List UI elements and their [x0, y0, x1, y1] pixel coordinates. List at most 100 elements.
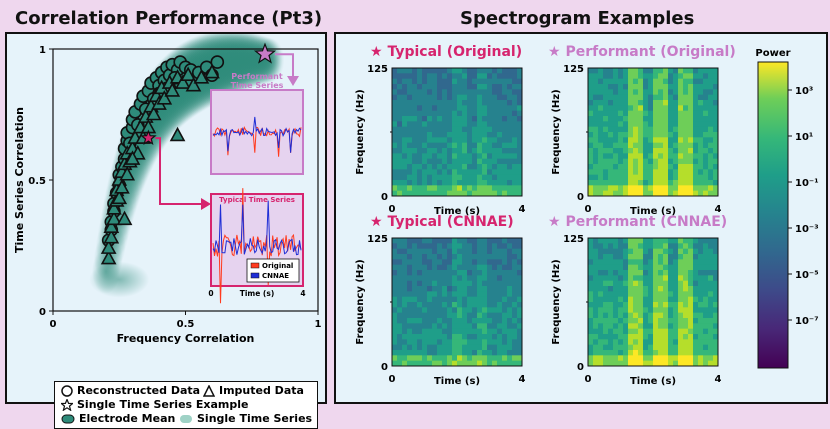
spec-title-performant-original: ★ Performant (Original) — [548, 44, 736, 60]
spec-x-axis-label: Time (s) — [630, 376, 676, 387]
colorbar-tick-label: 10⁻¹ — [795, 178, 819, 189]
colorbar-tick-label: 10⁻³ — [795, 224, 819, 235]
spectrogram-typical-cnnae: 125 00 4 Time (s) Frequency (Hz) — [355, 234, 526, 387]
spec-x-axis-label: Time (s) — [434, 376, 480, 387]
imputed-point — [175, 74, 191, 89]
performant-inset-cnnae-line — [212, 116, 302, 153]
inset-legend-original: Original — [262, 262, 293, 270]
imputed-point — [100, 249, 117, 265]
typical-inset-original-line — [212, 188, 302, 304]
spec-x-tick-label: 4 — [519, 374, 526, 385]
inset-time-label: Time (s) — [240, 289, 275, 298]
colorbar-gradient — [757, 61, 789, 369]
spec-y-axis-label: Frequency (Hz) — [551, 89, 562, 174]
spec-x-tick-label: 4 — [519, 204, 526, 215]
spec-x-axis-label: Time (s) — [630, 206, 676, 217]
y-axis-label: Time Series Correlation — [13, 107, 26, 253]
spec-x-tick-label: 4 — [715, 374, 722, 385]
spec-title-typical-original: ★ Typical (Original) — [370, 44, 523, 60]
typical-star-icon: ★ — [370, 214, 383, 230]
legend-single-example: Single Time Series Example — [77, 398, 249, 411]
spectrogram-performant-cnnae: 125 00 4 Time (s) Frequency (Hz) — [551, 234, 722, 387]
imputed-point — [185, 77, 202, 92]
inset-time-tick: 4 — [300, 289, 305, 298]
imputed-point — [124, 150, 141, 165]
imputed-point — [103, 228, 120, 244]
typical-star-icon: ★ — [370, 44, 383, 60]
colorbar-tick-label: 10¹ — [795, 132, 813, 143]
triangle-marker-icon — [203, 385, 215, 397]
spec-y-tick-label: 0 — [381, 362, 388, 373]
spec-x-tick-label: 0 — [389, 374, 396, 385]
x-tick-label: 0.5 — [177, 319, 195, 330]
inset-legend-cnnae: CNNAE — [262, 272, 289, 280]
spec-title-typical-cnnae: ★ Typical (CNNAE) — [370, 214, 514, 230]
imputed-point — [156, 90, 173, 105]
imputed-point — [164, 82, 181, 97]
left-title: Correlation Performance (Pt3) — [15, 8, 323, 29]
imputed-point — [106, 210, 122, 226]
y-tick-label: 0 — [39, 307, 46, 318]
inset-legend — [246, 258, 300, 283]
y-tick-label: 1 — [39, 45, 46, 56]
legend-imputed: Imputed Data — [219, 384, 304, 397]
electrode-mean-swatch-icon — [61, 414, 75, 424]
imputed-point — [119, 166, 136, 181]
typical-inset-cnnae-line — [212, 200, 302, 256]
spec-y-tick-label: 125 — [367, 64, 388, 75]
spec-y-tick-label: 0 — [577, 192, 584, 203]
legend-reconstructed: Reconstructed Data — [77, 384, 201, 397]
star-marker-icon — [61, 399, 73, 411]
x-tick-label: 0 — [50, 319, 57, 330]
circle-marker-icon — [61, 385, 73, 397]
imputed-point — [106, 200, 122, 215]
performant-example-star — [253, 42, 277, 64]
performant-inset-title: Time Series — [231, 81, 284, 90]
inset-time-tick: 0 — [208, 289, 213, 298]
spec-y-axis-label: Frequency (Hz) — [551, 259, 562, 344]
typical-inset: Typical Time Series 0 4 Time (s) Original CNN… — [208, 188, 306, 304]
imputed-point — [169, 126, 186, 142]
correlation-chart: 0 0.5 1 0 0.5 1 Frequency Correlation Time Seri… — [13, 34, 322, 345]
typical-example-star — [140, 129, 157, 146]
scatter-legend: Reconstructed Data Imputed Data Single T… — [54, 381, 318, 429]
spectrogram-panel: 125 0 0 4 Time (s) Frequency (Hz) 125 0 0 4 Time (… — [334, 32, 828, 404]
spec-x-tick-label: 0 — [585, 374, 592, 385]
spec-y-tick-label: 125 — [563, 64, 584, 75]
x-tick-label: 1 — [315, 319, 322, 330]
right-title: Spectrogram Examples — [460, 8, 695, 29]
spectrogram-performant-original: 125 00 4 Time (s) Frequency (Hz) — [551, 64, 722, 217]
colorbar-tick-label: 10³ — [795, 86, 813, 97]
imputed-point — [100, 239, 117, 254]
cnnae-swatch — [250, 272, 260, 279]
single-series-swatch-icon — [180, 415, 192, 423]
spec-y-tick-label: 125 — [563, 234, 584, 245]
spec-x-tick-label: 0 — [389, 204, 396, 215]
spec-y-tick-label: 0 — [577, 362, 584, 373]
imputed-point — [204, 63, 220, 79]
spec-y-tick-label: 0 — [381, 192, 388, 203]
spec-title-performant-cnnae: ★ Performant (CNNAE) — [548, 214, 728, 230]
correlation-panel: 0 0.5 1 0 0.5 1 Frequency Correlation Time Seri… — [5, 32, 327, 429]
spec-x-tick-label: 4 — [715, 204, 722, 215]
y-tick-label: 0.5 — [28, 176, 46, 187]
spec-y-tick-label: 125 — [367, 234, 388, 245]
typical-connector — [155, 137, 203, 205]
legend-electrode-mean: Electrode Mean — [79, 412, 176, 425]
x-axis-label: Frequency Correlation — [117, 332, 255, 345]
imputed-point — [114, 179, 130, 194]
reconstructed-point — [210, 55, 225, 69]
spec-y-axis-label: Frequency (Hz) — [355, 259, 366, 344]
imputed-point — [111, 189, 128, 205]
original-swatch — [250, 262, 260, 269]
performant-star-icon: ★ — [548, 44, 561, 60]
colorbar-label: Power — [755, 48, 790, 59]
legend-single-series: Single Time Series — [197, 412, 313, 425]
typical-arrowhead — [201, 198, 211, 210]
imputed-point — [193, 69, 210, 84]
colorbar-tick-label: 10⁻⁷ — [795, 316, 819, 327]
colorbar-tick-label: 10⁻⁵ — [795, 270, 819, 281]
imputed-point — [145, 105, 162, 121]
